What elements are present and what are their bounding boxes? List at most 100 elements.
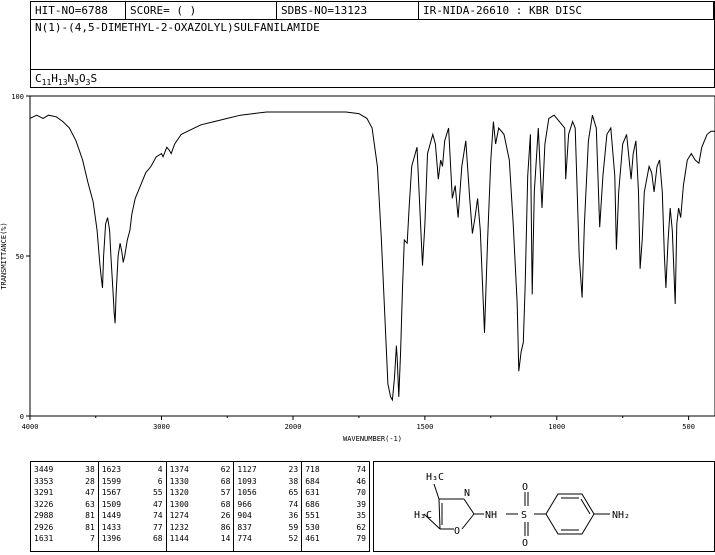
oxygen-top-label: O — [522, 482, 528, 493]
peak-row: 718 74 — [305, 464, 366, 476]
peak-row: 2988 81 — [34, 510, 95, 522]
peak-row: 530 62 — [305, 522, 366, 534]
peak-wavenumber: 1330 — [169, 476, 189, 486]
nh-label: NH — [485, 510, 497, 521]
peak-wavenumber: 1320 — [169, 488, 189, 497]
molecule-structure: H₃C H₃C N O NH S O O NH₂ — [414, 472, 630, 549]
peak-wavenumber: 530 — [305, 522, 320, 532]
peak-wavenumber: 904 — [237, 511, 252, 520]
peak-transmittance: 74 — [356, 465, 366, 474]
peak-row: 774 52 — [237, 533, 298, 545]
peak-transmittance: 59 — [288, 522, 299, 532]
peak-transmittance: 86 — [220, 522, 231, 532]
peak-row: 837 59 — [237, 522, 298, 534]
peak-transmittance: 52 — [288, 534, 299, 543]
peak-row: 1144 14 — [170, 533, 231, 545]
peak-transmittance: 14 — [220, 534, 231, 543]
peak-transmittance: 70 — [356, 488, 366, 497]
peak-transmittance: 68 — [220, 499, 231, 509]
peak-row: 3449 38 — [34, 464, 95, 476]
peak-wavenumber: 3226 — [34, 499, 54, 509]
molecular-formula: C11H13N3O3S — [35, 72, 98, 88]
peak-row: 3353 28 — [34, 476, 95, 488]
peak-row: 1330 68 — [170, 476, 231, 488]
peak-row: 904 36 — [237, 510, 298, 522]
peak-wavenumber: 2926 — [34, 522, 54, 532]
peak-column: 1374 62 1330 68 1320 57 1300 68 1274 26 1232 86 1144… — [167, 462, 235, 551]
x-tick-label: 4000 — [22, 423, 39, 431]
peak-wavenumber: 966 — [237, 499, 252, 509]
peak-transmittance: 23 — [288, 465, 299, 474]
peak-wavenumber: 1433 — [101, 522, 122, 532]
peak-transmittance: 4 — [157, 465, 163, 474]
x-tick-label: 3000 — [153, 423, 170, 431]
header-box: HIT-NO=6788 SCORE= ( ) SDBS-NO=13123 IR-… — [30, 1, 715, 88]
peak-table: 3449 38 3353 28 3291 47 3226 63 2988 81 2926 81 1631… — [30, 461, 370, 552]
peak-wavenumber: 684 — [305, 476, 320, 486]
x-tick-label: 1500 — [416, 423, 433, 431]
peak-row: 3226 63 — [34, 499, 95, 511]
methyl-label-top: H₃C — [426, 472, 444, 483]
y-tick-label: 50 — [16, 253, 24, 261]
peak-wavenumber: 1056 — [237, 488, 257, 497]
peak-row: 1232 86 — [170, 522, 231, 534]
peak-transmittance: 68 — [220, 476, 231, 486]
ir-identifier: IR-NIDA-26610 : KBR DISC — [419, 2, 714, 19]
peak-transmittance: 35 — [356, 511, 366, 520]
peak-transmittance: 7 — [89, 534, 95, 543]
peak-transmittance: 36 — [288, 511, 299, 520]
peak-wavenumber: 774 — [237, 534, 252, 543]
oxygen-bottom-label: O — [522, 538, 528, 549]
ring-n-label: N — [464, 488, 470, 499]
peak-wavenumber: 1093 — [237, 476, 257, 486]
peak-row: 631 70 — [305, 487, 366, 499]
sdbs-number: SDBS-NO=13123 — [277, 2, 419, 19]
peak-wavenumber: 1300 — [169, 499, 189, 509]
compound-name: N(1)-(4,5-DIMETHYL-2-OXAZOLYL)SULFANILAM… — [35, 21, 320, 34]
peak-transmittance: 38 — [288, 476, 299, 486]
peak-transmittance: 46 — [356, 476, 366, 486]
peak-wavenumber: 1509 — [101, 499, 122, 509]
peak-row: 2926 81 — [34, 522, 95, 534]
ir-spectrum-chart: 4000 3000 2000 1500 1000 500100500WAVENUMBER(… — [0, 93, 715, 443]
peak-row: 1396 68 — [102, 533, 163, 545]
x-axis-label: WAVENUMBER(-1) — [343, 435, 402, 443]
peak-wavenumber: 1631 — [34, 534, 54, 543]
peak-transmittance: 47 — [152, 499, 163, 509]
peak-row: 551 35 — [305, 510, 366, 522]
peak-wavenumber: 3449 — [34, 465, 54, 474]
peak-transmittance: 74 — [152, 511, 163, 520]
peak-row: 3291 47 — [34, 487, 95, 499]
peak-wavenumber: 461 — [305, 534, 320, 543]
peak-row: 1127 23 — [237, 464, 298, 476]
y-tick-label: 0 — [20, 413, 24, 421]
peak-wavenumber: 631 — [305, 488, 320, 497]
peak-column: 1623 4 1599 6 1567 55 1509 47 1449 74 1433 77 1396 68 — [99, 462, 167, 551]
peak-transmittance: 62 — [220, 465, 231, 474]
peak-transmittance: 79 — [356, 534, 366, 543]
peak-wavenumber: 551 — [305, 511, 320, 520]
peak-wavenumber: 1274 — [169, 511, 189, 520]
peak-transmittance: 28 — [85, 476, 95, 486]
peak-row: 1509 47 — [102, 499, 163, 511]
peak-wavenumber: 3353 — [34, 476, 54, 486]
peak-wavenumber: 1567 — [101, 488, 122, 497]
peak-wavenumber: 837 — [237, 522, 252, 532]
x-tick-label: 1000 — [548, 423, 565, 431]
amine-label: NH₂ — [612, 510, 630, 521]
peak-wavenumber: 718 — [305, 465, 320, 474]
peak-transmittance: 68 — [152, 534, 163, 543]
score: SCORE= ( ) — [126, 2, 277, 19]
peak-row: 1300 68 — [170, 499, 231, 511]
peak-wavenumber: 1374 — [169, 465, 189, 474]
peak-transmittance: 77 — [152, 522, 163, 532]
peak-transmittance: 6 — [157, 476, 163, 486]
peak-row: 1623 4 — [102, 464, 163, 476]
peak-transmittance: 65 — [288, 488, 299, 497]
peak-wavenumber: 1449 — [101, 511, 122, 520]
peak-transmittance: 57 — [220, 488, 231, 497]
spectrum-line — [29, 111, 715, 402]
peak-row: 1274 26 — [170, 510, 231, 522]
y-axis-label: TRANSMITTANCE(%) — [0, 222, 8, 289]
peak-transmittance: 47 — [85, 488, 95, 497]
